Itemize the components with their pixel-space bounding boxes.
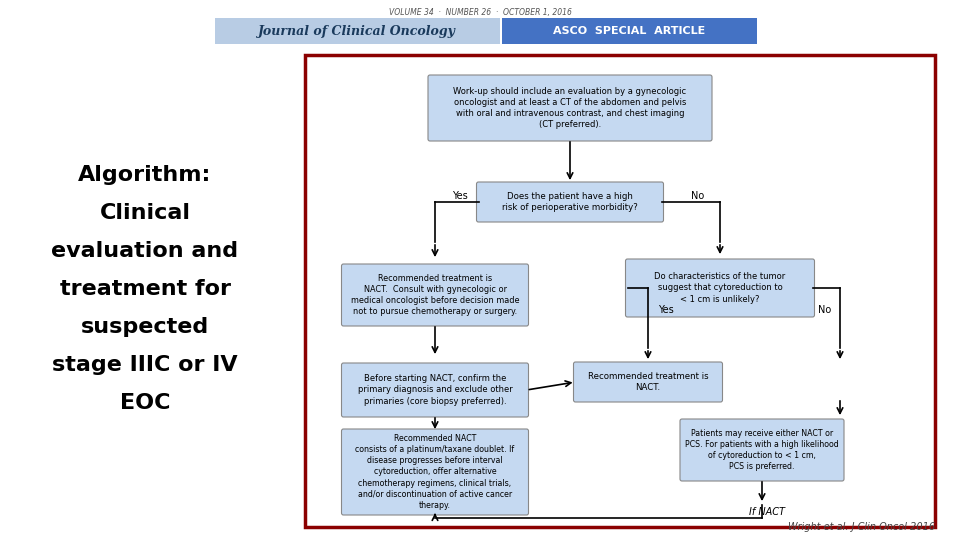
Text: suspected: suspected	[81, 317, 209, 337]
Text: Recommended NACT
consists of a platinum/taxane doublet. If
disease progresses be: Recommended NACT consists of a platinum/…	[355, 434, 515, 510]
FancyBboxPatch shape	[476, 182, 663, 222]
Text: Before starting NACT, confirm the
primary diagnosis and exclude other
primaries : Before starting NACT, confirm the primar…	[358, 374, 513, 406]
FancyBboxPatch shape	[502, 18, 757, 44]
Text: EOC: EOC	[120, 393, 170, 413]
FancyBboxPatch shape	[680, 419, 844, 481]
Text: If NACT: If NACT	[749, 507, 785, 517]
Text: evaluation and: evaluation and	[52, 241, 239, 261]
Text: VOLUME 34  ·  NUMBER 26  ·  OCTOBER 1, 2016: VOLUME 34 · NUMBER 26 · OCTOBER 1, 2016	[389, 8, 571, 17]
Text: Recommended treatment is
NACT.: Recommended treatment is NACT.	[588, 372, 708, 392]
Text: stage IIIC or IV: stage IIIC or IV	[52, 355, 238, 375]
Text: Patients may receive either NACT or
PCS. For patients with a high likelihood
of : Patients may receive either NACT or PCS.…	[685, 429, 839, 471]
Text: ASCO  SPECIAL  ARTICLE: ASCO SPECIAL ARTICLE	[553, 26, 706, 36]
Text: Yes: Yes	[659, 305, 674, 315]
FancyBboxPatch shape	[428, 75, 712, 141]
Text: No: No	[818, 305, 831, 315]
Text: Do characteristics of the tumor
suggest that cytoreduction to
< 1 cm is unlikely: Do characteristics of the tumor suggest …	[655, 272, 785, 303]
FancyBboxPatch shape	[342, 429, 529, 515]
Text: treatment for: treatment for	[60, 279, 230, 299]
FancyBboxPatch shape	[342, 264, 529, 326]
Text: Wright et al. J Clin Oncol 2016: Wright et al. J Clin Oncol 2016	[788, 522, 935, 532]
Text: Recommended treatment is
NACT.  Consult with gynecologic or
medical oncologist b: Recommended treatment is NACT. Consult w…	[350, 274, 519, 316]
FancyBboxPatch shape	[573, 362, 723, 402]
Text: Work-up should include an evaluation by a gynecologic
oncologist and at least a : Work-up should include an evaluation by …	[453, 87, 686, 129]
Text: Does the patient have a high
risk of perioperative morbidity?: Does the patient have a high risk of per…	[502, 192, 637, 212]
FancyBboxPatch shape	[342, 363, 529, 417]
Text: Clinical: Clinical	[100, 203, 190, 223]
Text: Journal of Clinical Oncology: Journal of Clinical Oncology	[258, 24, 456, 37]
Text: No: No	[691, 191, 705, 201]
FancyBboxPatch shape	[626, 259, 814, 317]
Text: Yes: Yes	[452, 191, 468, 201]
Text: Algorithm:: Algorithm:	[79, 165, 212, 185]
FancyBboxPatch shape	[215, 18, 500, 44]
FancyBboxPatch shape	[305, 55, 935, 527]
